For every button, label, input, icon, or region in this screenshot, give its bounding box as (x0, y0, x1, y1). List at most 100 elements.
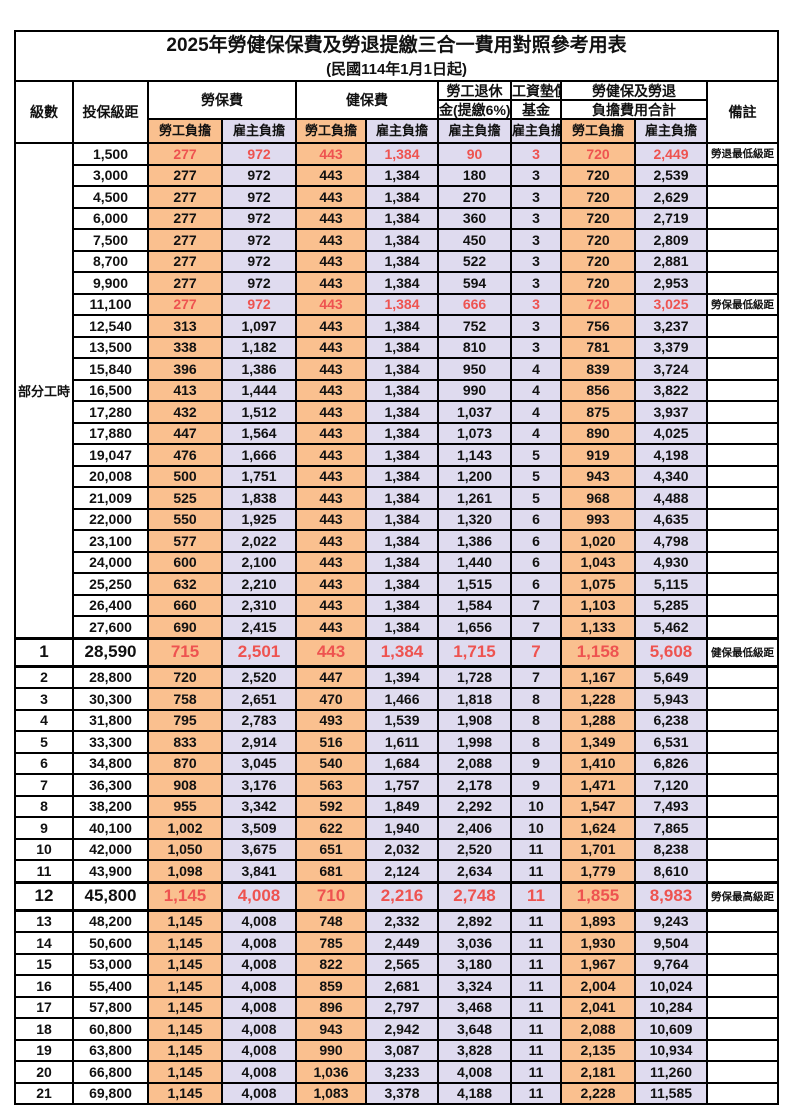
table-row: 3,000 277 972 443 1,384 180 3 720 2,539 (15, 163, 780, 187)
table-row: 22,000 550 1,925 443 1,384 1,320 6 993 4,635 (15, 507, 780, 531)
health-fee-employer-cell: 1,384 (365, 615, 439, 639)
health-fee-employee-cell: 443 (295, 572, 367, 596)
level-cell: 19 (14, 1038, 74, 1062)
labor-fee-employee-cell: 660 (147, 593, 223, 617)
total-employee-cell: 2,088 (560, 1017, 636, 1041)
remark-cell (705, 952, 780, 976)
bracket-cell: 15,840 (72, 357, 149, 381)
health-fee-employer-cell: 2,681 (365, 974, 439, 998)
total-employer-cell: 5,285 (634, 593, 708, 617)
table-row: 9 40,100 1,002 3,509 622 1,940 2,406 10 1,624 7,8… (14, 816, 780, 840)
health-fee-employee-cell: 622 (295, 816, 367, 840)
labor-fee-employer-cell: 1,182 (221, 335, 297, 359)
labor-fee-employee-cell: 277 (147, 142, 223, 166)
bracket-cell: 57,800 (72, 995, 149, 1019)
health-fee-employee-cell: 493 (295, 708, 367, 732)
total-employer-cell: 9,243 (634, 909, 708, 933)
pension-employer-cell: 810 (437, 335, 512, 359)
remark-cell (705, 859, 780, 883)
labor-fee-employee-cell: 277 (147, 206, 223, 230)
labor-fee-employer-cell: 972 (221, 271, 297, 295)
col-header-pension-line1: 勞工退休 (437, 80, 512, 101)
labor-fee-employee-cell: 720 (147, 665, 223, 689)
pension-employer-cell: 2,178 (437, 773, 512, 797)
labor-fee-employee-cell: 396 (147, 357, 223, 381)
labor-fee-employee-cell: 1,002 (147, 816, 223, 840)
table-row: 17 57,800 1,145 4,008 896 2,797 3,468 11 2,041 10… (14, 995, 780, 1019)
total-employer-burden-header: 雇主負擔 (634, 118, 708, 144)
pension-employer-cell: 666 (437, 292, 512, 316)
total-employer-cell: 3,724 (634, 357, 708, 381)
labor-fee-employer-cell: 1,386 (221, 357, 297, 381)
total-employer-cell: 5,608 (634, 636, 708, 668)
bracket-cell: 17,880 (72, 421, 149, 445)
bracket-cell: 38,200 (72, 794, 149, 818)
total-employer-cell: 4,635 (634, 507, 708, 531)
labor-fee-employer-cell: 4,008 (221, 1017, 297, 1041)
health-fee-employer-cell: 1,384 (365, 572, 439, 596)
total-employee-cell: 720 (560, 271, 636, 295)
health-fee-employee-cell: 443 (295, 550, 367, 574)
bracket-cell: 30,300 (72, 687, 149, 711)
total-employee-cell: 1,075 (560, 572, 636, 596)
health-fee-employee-cell: 748 (295, 909, 367, 933)
pension-employer-cell: 2,892 (437, 909, 512, 933)
health-fee-employer-cell: 1,684 (365, 751, 439, 775)
labor-fee-employer-cell: 2,651 (221, 687, 297, 711)
remark-cell (705, 593, 780, 617)
pension-employer-cell: 2,748 (437, 880, 512, 912)
total-employer-cell: 9,764 (634, 952, 708, 976)
total-employer-cell: 6,238 (634, 708, 708, 732)
total-employee-cell: 919 (560, 443, 636, 467)
health-fee-employer-cell: 1,940 (365, 816, 439, 840)
labor-fee-employee-cell: 715 (147, 636, 223, 668)
wage-fund-employer-cell: 4 (510, 378, 562, 402)
remark-cell (705, 1060, 780, 1084)
health-fee-employee-cell: 943 (295, 1017, 367, 1041)
remark-cell (705, 816, 780, 840)
wage-fund-employer-cell: 8 (510, 687, 562, 711)
table-row: 21 69,800 1,145 4,008 1,083 3,378 4,188 11 2,228… (14, 1081, 780, 1105)
wage-fund-employer-cell: 4 (510, 400, 562, 424)
wage-fund-employer-cell: 3 (510, 292, 562, 316)
pension-employer-cell: 522 (437, 249, 512, 273)
labor-fee-employee-cell: 413 (147, 378, 223, 402)
pension-employer-cell: 2,520 (437, 837, 512, 861)
health-fee-employee-cell: 470 (295, 687, 367, 711)
remark-cell: 勞退最低級距 (705, 142, 780, 166)
health-fee-employee-cell: 990 (295, 1038, 367, 1062)
total-employer-cell: 10,284 (634, 995, 708, 1019)
pension-employer-cell: 1,386 (437, 529, 512, 553)
wage-fund-employer-cell: 11 (510, 974, 562, 998)
health-fee-employer-cell: 2,216 (365, 880, 439, 912)
labor-fee-employer-cell: 3,841 (221, 859, 297, 883)
wage-fund-employer-cell: 11 (510, 1060, 562, 1084)
remark-cell (705, 974, 780, 998)
remark-cell: 健保最低級距 (705, 636, 780, 668)
total-employee-cell: 1,158 (560, 636, 636, 668)
table-row: 25,250 632 2,210 443 1,384 1,515 6 1,075 5,115 (15, 572, 780, 596)
wage-fund-employer-cell: 8 (510, 730, 562, 754)
pension-employer-cell: 1,715 (437, 636, 512, 668)
remark-cell (705, 730, 780, 754)
health-fee-employee-cell: 443 (295, 335, 367, 359)
health-fee-employee-cell: 443 (295, 400, 367, 424)
total-employee-cell: 1,701 (560, 837, 636, 861)
wage-fund-employer-cell: 11 (510, 859, 562, 883)
pension-employer-cell: 1,073 (437, 421, 512, 445)
table-row: 19 63,800 1,145 4,008 990 3,087 3,828 11 2,135 10… (14, 1038, 780, 1062)
total-employee-cell: 1,779 (560, 859, 636, 883)
col-header-total-line1: 勞健保及勞退 (560, 80, 708, 101)
labor-fee-employer-cell: 4,008 (221, 1081, 297, 1105)
bracket-cell: 16,500 (72, 378, 149, 402)
level-cell: 16 (14, 974, 74, 998)
remark-cell (705, 751, 780, 775)
total-employee-cell: 875 (560, 400, 636, 424)
remark-cell (705, 1038, 780, 1062)
labor-fee-employer-cell: 2,100 (221, 550, 297, 574)
labor-fee-employee-cell: 313 (147, 314, 223, 338)
header-row-groups-line2: 金(提繳6%) 基金 負擔費用合計 (15, 99, 778, 120)
health-fee-employer-cell: 1,611 (365, 730, 439, 754)
total-employer-cell: 6,531 (634, 730, 708, 754)
labor-fee-employer-cell: 4,008 (221, 1060, 297, 1084)
